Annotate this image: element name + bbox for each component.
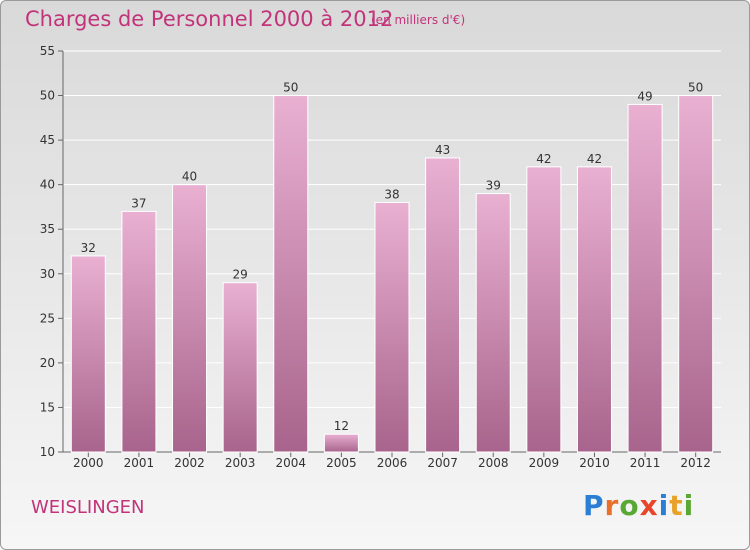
chart-title: Charges de Personnel 2000 à 2012 [25, 7, 394, 31]
data-label: 38 [384, 187, 399, 201]
bar [121, 210, 157, 453]
logo-letter: r [604, 489, 620, 522]
data-label: 29 [233, 268, 248, 282]
x-tick-label: 2002 [174, 456, 205, 470]
data-label: 42 [536, 152, 551, 166]
data-label: 37 [131, 196, 146, 210]
x-tick-label: 2005 [326, 456, 357, 470]
data-label: 40 [182, 170, 197, 184]
data-label: 42 [587, 152, 602, 166]
chart-subtitle: (en milliers d'€) [371, 13, 466, 27]
data-label: 49 [637, 89, 652, 103]
data-label: 12 [334, 419, 349, 433]
proxiti-logo: Proxiti [583, 489, 694, 522]
y-tick-label: 55 [40, 44, 55, 58]
bar [70, 255, 106, 453]
logo-letter: x [639, 489, 659, 522]
y-tick-label: 20 [40, 356, 55, 370]
data-label: 50 [688, 81, 703, 95]
bar [526, 166, 562, 453]
data-label: 39 [486, 179, 501, 193]
commune-name: WEISLINGEN [31, 497, 145, 518]
logo-letter: o [619, 489, 640, 522]
bar [172, 184, 208, 453]
logo-letter: i [683, 489, 695, 522]
bar [323, 433, 359, 453]
y-tick-label: 30 [40, 267, 55, 281]
logo-letter: P [583, 489, 605, 522]
bar [273, 95, 309, 453]
x-tick-label: 2000 [73, 456, 104, 470]
bar [475, 193, 511, 453]
logo-letter: i [658, 489, 670, 522]
data-label: 50 [283, 81, 298, 95]
bar [222, 282, 258, 453]
y-tick-label: 35 [40, 222, 55, 236]
y-tick-label: 25 [40, 311, 55, 325]
x-tick-label: 2009 [529, 456, 560, 470]
x-tick-label: 2008 [478, 456, 509, 470]
x-tick-label: 2010 [579, 456, 610, 470]
y-tick-label: 45 [40, 133, 55, 147]
y-tick-label: 10 [40, 445, 55, 459]
x-tick-label: 2006 [377, 456, 408, 470]
x-tick-label: 2001 [124, 456, 155, 470]
bar [576, 166, 612, 453]
x-tick-label: 2007 [427, 456, 458, 470]
x-tick-label: 2004 [275, 456, 306, 470]
x-tick-label: 2003 [225, 456, 256, 470]
data-label: 32 [81, 241, 96, 255]
y-tick-label: 50 [40, 89, 55, 103]
x-tick-label: 2011 [630, 456, 661, 470]
bar [425, 157, 461, 453]
bar [627, 103, 663, 453]
bar [374, 201, 410, 453]
y-tick-label: 40 [40, 178, 55, 192]
bar [678, 95, 714, 453]
logo-letter: t [669, 489, 684, 522]
data-label: 43 [435, 143, 450, 157]
y-tick-label: 15 [40, 400, 55, 414]
x-tick-label: 2012 [680, 456, 711, 470]
